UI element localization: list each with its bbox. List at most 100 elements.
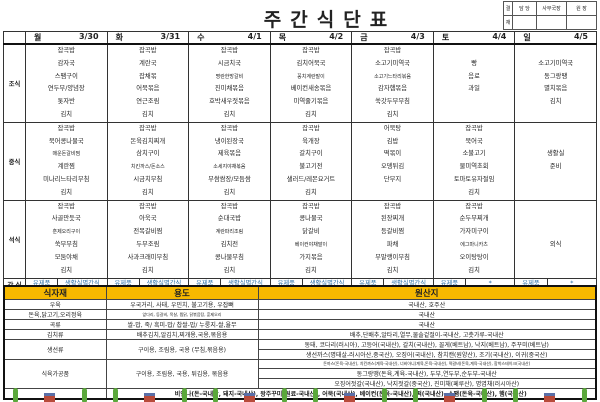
menu-cell-dinner: 잡곡밥 순두부찌개 가자미구이 에그마니카츠 오이탕탕이 김치 (432, 199, 516, 279)
day-header: 수 4/1 (188, 31, 271, 45)
menu-item: 동그랑땡 (544, 72, 568, 80)
ingredient-name: 우육 (3, 299, 107, 310)
day-date: 4/4 (492, 32, 507, 41)
decorative-village-border (0, 382, 600, 402)
ingredient-origin: 국내산 (257, 309, 597, 320)
menu-item: 북어콩나물국 (48, 137, 84, 145)
ingredient-origin: 국내산 (257, 319, 597, 330)
menu-item: 잡곡밥 (383, 202, 402, 210)
menu-item: 소고기미역국 (375, 59, 410, 67)
ingredient-origin: 국내산, 호주산 (257, 299, 597, 310)
approval-role: 담 당 (512, 1, 537, 16)
menu-item: 불고기전 (299, 163, 323, 171)
menu-item: 소불고기 (462, 150, 486, 158)
tree-icon (81, 388, 87, 402)
day-header: 월 3/30 (25, 31, 108, 45)
day-date: 3/31 (160, 32, 181, 41)
ingredient-origin: 생선까스(명태살-러시아산,중국산), 오징어(국내산), 참치캔(원양산), … (257, 349, 597, 360)
menu-item: 시금치국 (217, 59, 241, 67)
menu-cell-dinner: 잡곡밥 순대국밥 계란파리조림 김치전 콩나물무침 김치 (188, 199, 271, 279)
menu-item (515, 252, 596, 265)
menu-item: 북어국 (465, 137, 483, 145)
day-name: 토 (441, 33, 450, 42)
ingredient-name: 김치류 (3, 329, 107, 340)
menu-item: 전복갈비찜 (133, 228, 163, 236)
menu-item: 토마토유자절임 (453, 175, 495, 183)
menu-item (515, 174, 596, 187)
snack-item: 유제품 (26, 278, 59, 289)
menu-item: 순대국밥 (217, 215, 241, 223)
menu-item (434, 109, 515, 122)
menu-item: 갈치구이 (299, 150, 323, 158)
menu-item: 훈제오리구이 (52, 229, 81, 236)
house-icon (144, 393, 156, 402)
day-date: 4/1 (247, 32, 262, 41)
tree-icon (413, 388, 419, 402)
menu-item: 준비 (549, 163, 562, 171)
menu-item: 오뎅튀김 (380, 163, 405, 171)
menu-item: 잡곡밥 (220, 202, 239, 210)
ingredient-origin: 동그랑땡(돈육,계육-국내산), 두부,연두부,순두부-국내산 (257, 367, 597, 379)
tree-icon (513, 388, 519, 402)
menu-item: 두부조림 (136, 240, 160, 248)
house-icon (544, 393, 556, 402)
ingredient-use: 우국거리, 사태, 우민치, 불고기용, 우잡뼈 (105, 299, 259, 310)
day-header: 금 4/3 (351, 31, 434, 45)
menu-item: 단무지 (383, 175, 402, 183)
menu-item: 치킨까스/돈소스 (130, 164, 165, 171)
menu-item: 물미역초회 (459, 163, 489, 171)
menu-item: 삼치구이 (136, 150, 160, 158)
menu-item: 잡곡밥 (302, 124, 320, 132)
menu-item: 스팸구이 (54, 72, 78, 80)
signature-cell[interactable] (536, 15, 567, 30)
tree-icon (481, 388, 487, 402)
menu-cell-breakfast: 잡곡밥 김치어묵국 꽁치계란말이 베이컨새송볶음 미역줄기볶음 김치 (269, 43, 353, 123)
menu-item: 냉이된장국 (214, 137, 244, 145)
menu-item (352, 187, 433, 200)
day-date: 4/2 (329, 32, 344, 41)
ingredient-origin: 오징어젓갈(국내산), 낙지젓갈(중국산), 진미채(페루산), 명엽채(러시아… (257, 377, 597, 389)
menu-item: 베이컨야채말이 (294, 241, 328, 248)
day-name: 월 (34, 33, 42, 42)
menu-cell-lunch: 잡곡밥 북어콩나물국 매운돈갈비찜 계란찜 미나리느타리무침 김치 (25, 121, 108, 201)
menu-item: 톳자반 (57, 98, 75, 106)
menu-cell-dinner: 잡곡밥 사골만둣국 훈제오리구이 쑥부무침 모둠야채 김치 (25, 199, 108, 279)
menu-item: 김치 (305, 266, 317, 274)
menu-item: 미나리느타리무침 (43, 175, 90, 183)
menu-item: 무쌈쌈장/모듬쌈 (208, 175, 251, 183)
menu-cell-dinner: 잡곡밥 콩나물국 닭갈비 베이컨야채말이 가지볶음 김치 (269, 199, 353, 279)
ingredient-name: 식육가공품 (3, 359, 107, 389)
weekly-menu-table: 월 3/30 화 3/31 수 4/1 목 4/2 금 4/3 토 4/4 일 4/5 조식 잡곡밥 감자국 스… (3, 31, 597, 290)
menu-item (515, 265, 596, 278)
menu-item: 쑥갓두부무침 (375, 98, 410, 106)
snack-item: * (488, 279, 492, 287)
menu-item: 소고기느타리볶음 (374, 73, 411, 80)
menu-item: 김치 (386, 110, 399, 118)
ingredient-origin: 배추,단배추,알타리,열무,물솔겉절이-국내산, 고춧가루-국내산 (257, 329, 597, 340)
menu-cell-breakfast: 잡곡밥 계란국 잡채볶 어묵볶음 연근조림 김치 (106, 43, 190, 123)
tree-icon (581, 388, 587, 402)
origin-row: 생선류 구이용, 조림용, 국용 (무침,볶음용) 동태, 코다리(러시아), 고등… (3, 339, 597, 360)
menu-item: 어묵볶음 (136, 85, 160, 93)
day-header: 목 4/2 (269, 31, 353, 45)
menu-item: 콩나물국 (299, 215, 323, 223)
menu-item: 잡곡밥 (57, 202, 75, 210)
menu-item: 연두부/양념장 (47, 85, 85, 93)
day-header: 화 3/31 (106, 31, 190, 45)
ingredient-use: 구이용, 조림용, 국용 (무침,볶음용) (105, 339, 259, 360)
menu-cell-breakfast: 잡곡밥 시금치국 명란한방갈비 진미채볶음 호박새우젓볶음 김치 (188, 43, 271, 123)
signature-cell[interactable] (566, 15, 597, 30)
menu-item: 된장찌개 (380, 215, 405, 223)
menu-item: 김치 (386, 266, 399, 274)
menu-item: 가지볶음 (299, 253, 323, 261)
tree-icon (113, 388, 119, 402)
signature-cell[interactable] (512, 15, 537, 30)
menu-item: 김치 (549, 98, 562, 106)
ingredient-name: 돈육,닭고기,오리정육 (3, 309, 107, 320)
menu-item: 등갈비찜 (380, 228, 405, 236)
day-header: 일 4/5 (514, 31, 597, 45)
origin-row: 식육가공품 구이용, 조림용, 국용, 튀김용, 볶음용 돈까스(돈육-국내산), … (3, 359, 597, 389)
ingredient-use: 쌀-밥, 죽/ 흑미-밥/ 찹쌀-밥/ 누룽지-쌀,율무 (105, 319, 259, 330)
snack-item: 유제품 (515, 278, 548, 289)
